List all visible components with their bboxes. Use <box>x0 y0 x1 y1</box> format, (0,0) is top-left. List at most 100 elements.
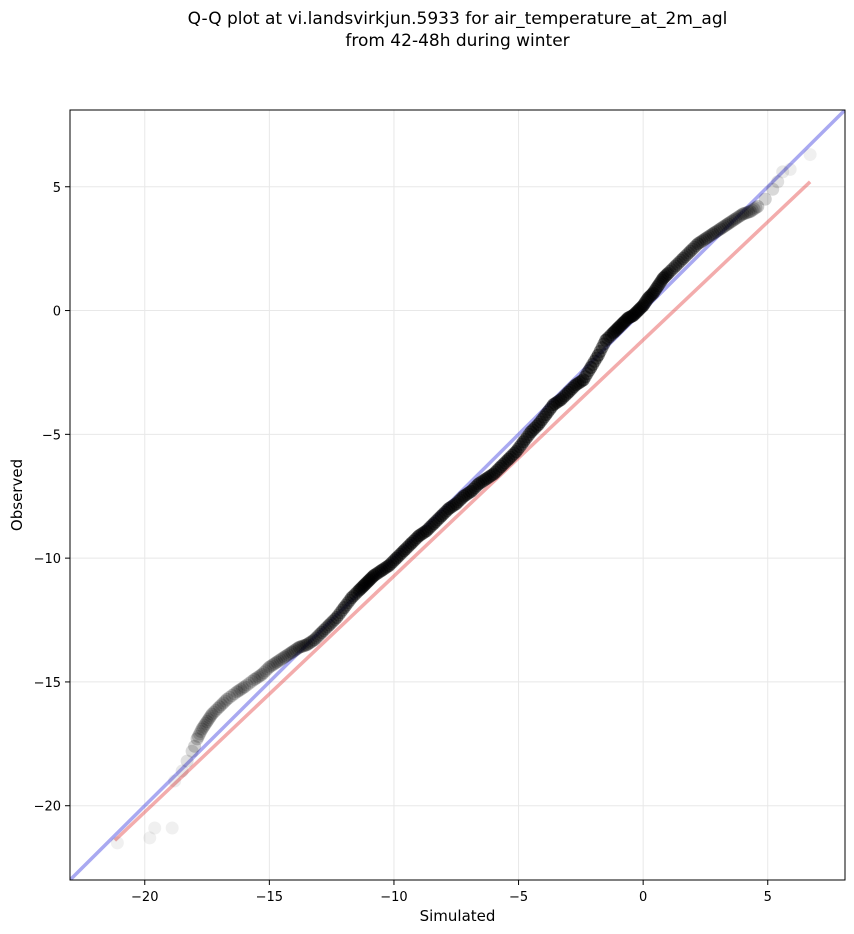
data-point <box>751 200 765 214</box>
data-point <box>234 682 248 696</box>
data-point <box>343 593 357 607</box>
x-tick-label: −20 <box>131 890 158 905</box>
data-point <box>337 601 351 615</box>
data-point <box>766 182 780 196</box>
data-point <box>290 642 304 656</box>
data-point <box>682 246 696 260</box>
data-point <box>322 618 336 632</box>
data-point <box>298 638 312 652</box>
data-point <box>346 589 360 603</box>
y-tick-label: 5 <box>53 181 61 196</box>
data-point <box>110 836 124 850</box>
x-axis-label: Simulated <box>420 907 496 925</box>
data-point <box>251 670 265 684</box>
data-point <box>230 685 244 699</box>
data-point <box>191 729 205 743</box>
data-point <box>211 702 225 716</box>
data-point <box>281 648 295 662</box>
data-point <box>776 165 790 179</box>
data-point <box>198 718 212 732</box>
x-tick-label: −15 <box>256 890 283 905</box>
data-point <box>758 192 772 206</box>
data-point <box>649 283 663 297</box>
data-point <box>345 591 359 605</box>
data-point <box>332 608 346 622</box>
data-point <box>260 662 274 676</box>
data-point <box>222 690 236 704</box>
data-point <box>333 606 347 620</box>
data-point <box>300 638 314 652</box>
data-point <box>661 266 675 280</box>
data-point <box>803 148 817 162</box>
data-point <box>257 666 271 680</box>
data-point <box>185 744 199 758</box>
data-point <box>309 631 323 645</box>
data-point <box>255 668 269 682</box>
data-point <box>194 724 208 738</box>
data-point <box>640 293 654 307</box>
data-point <box>704 228 718 242</box>
data-point <box>205 707 219 721</box>
data-point <box>232 684 246 698</box>
data-point <box>738 206 752 220</box>
data-point <box>277 650 291 664</box>
data-point <box>328 612 342 626</box>
data-point <box>303 635 317 649</box>
data-point <box>656 271 670 285</box>
data-point <box>712 223 726 237</box>
data-point <box>747 202 761 216</box>
data-point <box>190 732 204 746</box>
data-point <box>517 435 531 449</box>
data-point <box>639 295 653 309</box>
data-point <box>665 263 679 277</box>
data-point <box>245 674 259 688</box>
x-tick-label: −10 <box>380 890 407 905</box>
data-point <box>285 645 299 659</box>
data-point <box>723 216 737 230</box>
data-point <box>296 639 310 653</box>
data-point <box>294 640 308 654</box>
fit-line <box>113 180 812 842</box>
data-point <box>341 596 355 610</box>
data-point <box>706 227 720 241</box>
y-tick-label: −15 <box>34 676 61 691</box>
data-point <box>676 252 690 266</box>
data-point <box>335 603 349 617</box>
data-point <box>330 611 344 625</box>
data-point <box>313 627 327 641</box>
data-point <box>667 261 681 275</box>
x-tick-label: −5 <box>509 890 528 905</box>
data-point <box>741 205 755 219</box>
data-point <box>253 669 267 683</box>
data-point <box>270 655 284 669</box>
data-point <box>740 206 754 220</box>
x-tick-label: 0 <box>639 890 647 905</box>
data-point <box>728 212 742 226</box>
data-point <box>242 676 256 690</box>
data-point <box>237 680 251 694</box>
data-point <box>725 214 739 228</box>
data-point <box>348 587 362 601</box>
data-point <box>326 614 340 628</box>
data-point <box>659 269 673 283</box>
data-point <box>195 722 209 736</box>
data-point <box>213 700 227 714</box>
data-point <box>227 687 241 701</box>
y-tick-label: 0 <box>53 305 61 320</box>
chart-title-line-1: Q-Q plot at vi.landsvirkjun.5933 for air… <box>187 9 728 29</box>
data-point <box>302 637 316 651</box>
data-points <box>110 148 817 850</box>
data-point <box>148 821 162 835</box>
y-tick-label: −5 <box>42 428 61 443</box>
data-point <box>644 289 658 303</box>
data-point <box>663 265 677 279</box>
data-point <box>509 445 523 459</box>
data-point <box>697 233 711 247</box>
data-point <box>591 348 605 362</box>
data-point <box>268 656 282 670</box>
data-point <box>646 286 660 300</box>
data-point <box>218 694 232 708</box>
y-axis-label: Observed <box>8 459 26 531</box>
data-point <box>207 705 221 719</box>
data-point <box>279 649 293 663</box>
